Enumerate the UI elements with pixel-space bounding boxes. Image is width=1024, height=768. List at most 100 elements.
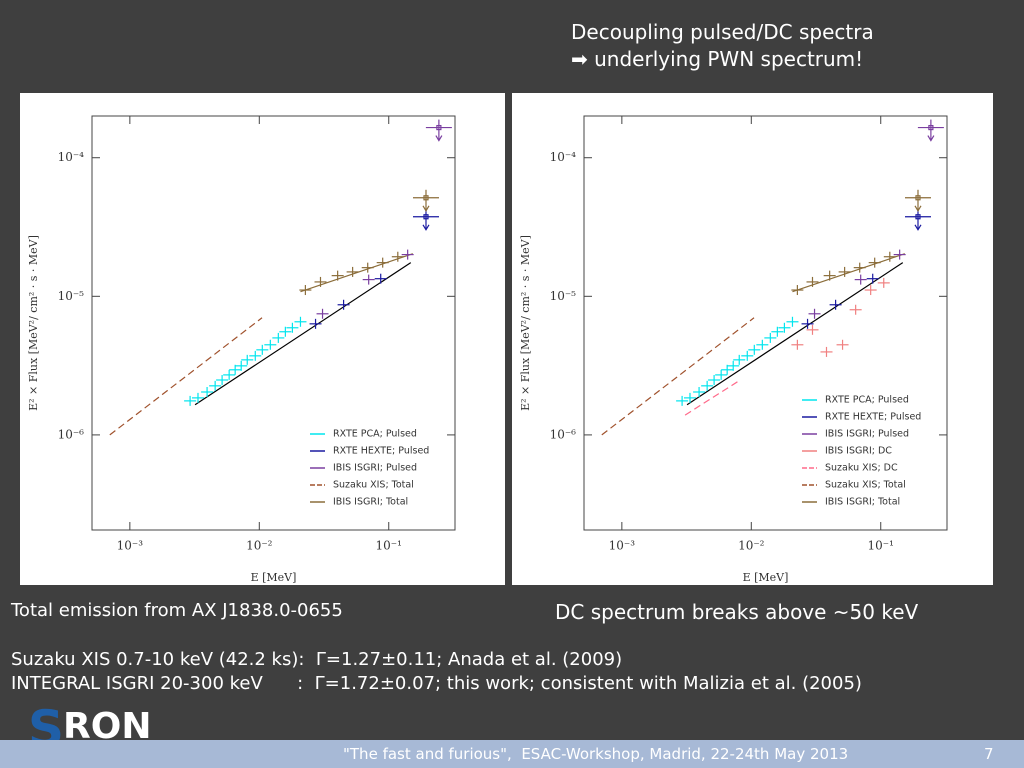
legend-label: IBIS ISGRI; Total [333,497,408,508]
model-line [601,317,755,436]
data-point [917,119,944,142]
legend-label: IBIS ISGRI; Total [825,497,900,508]
caption: DC spectrum breaks above ~50 keV [555,600,919,624]
data-point [721,364,734,375]
data-point [229,364,242,375]
data-point [676,395,689,406]
data-point [786,316,799,327]
data-point [806,324,819,335]
data-point [764,332,777,343]
caption: Total emission from AX J1838.0-0655 [11,600,343,621]
data-point [331,270,344,281]
data-point [425,119,452,142]
data-point [346,266,359,277]
data-point [223,369,236,380]
data-point [286,322,299,333]
data-point [791,285,804,296]
page-number: 7 [984,745,994,763]
legend-label: RXTE HEXTE; Pulsed [333,446,429,457]
limit-marker [915,195,921,201]
data-point [376,257,389,268]
legend-label: IBIS ISGRI; Pulsed [825,429,909,440]
limit-marker [915,214,921,220]
data-point [820,346,833,357]
data-point [693,386,706,397]
data-point [201,386,214,397]
data-point [778,322,791,333]
data-point [209,380,222,391]
data-point [883,251,896,262]
data-point [733,354,746,365]
data-point [756,339,769,350]
data-point [256,344,269,355]
data-point [249,350,262,361]
data-point [216,374,229,385]
data-point [191,392,204,403]
limit-marker [928,124,934,131]
legend-label: RXTE HEXTE; Pulsed [825,412,921,423]
limit-arrow [914,224,922,231]
data-point [391,251,404,262]
y-tick-label: 10⁻⁶ [550,427,577,441]
data-point [412,208,439,231]
data-point [708,374,721,385]
x-tick-label: 10⁻³ [609,539,636,553]
legend-label: Suzaku XIS; DC [825,463,898,474]
data-point [823,270,836,281]
legend-label: RXTE PCA; Pulsed [333,429,417,440]
data-point [184,395,197,406]
limit-arrow [422,224,430,231]
footer-text: "The fast and furious", ESAC-Workshop, M… [343,745,849,763]
y-axis-label: E² × Flux [MeV²/ cm² · s · MeV] [519,235,532,411]
data-point [748,344,761,355]
header-line: ➡ underlying PWN spectrum! [571,47,864,71]
x-axis-label: E [MeV] [743,571,789,584]
y-tick-label: 10⁻⁴ [58,150,85,164]
chart-panel: 10⁻³ 10⁻² 10⁻¹ 10⁻⁶ 10⁻⁵ 10⁻⁴ E [MeV] E² × Flux… [20,93,505,585]
data-point [279,326,292,337]
data-point [904,208,931,231]
x-tick-label: 10⁻¹ [868,539,894,553]
data-point [314,276,327,287]
x-tick-label: 10⁻³ [117,539,144,553]
data-point [362,274,375,285]
legend-label: IBIS ISGRI; DC [825,446,892,457]
data-point [791,339,804,350]
data-point [701,380,714,391]
data-point [893,249,906,260]
limit-arrow [422,205,430,212]
data-point [806,276,819,287]
data-point [808,308,821,319]
data-point [904,189,931,212]
footer-bar: "The fast and furious", ESAC-Workshop, M… [0,740,1024,768]
data-point [849,304,862,315]
data-point [337,299,350,310]
note-line: Suzaku XIS 0.7-10 keV (42.2 ks): Γ=1.27±… [11,649,623,670]
legend-label: RXTE PCA; Pulsed [825,395,909,406]
data-point [241,354,254,365]
data-point [412,189,439,212]
note-line: INTEGRAL ISGRI 20-300 keV : Γ=1.72±0.07;… [11,673,862,694]
data-point [299,285,312,296]
chart-panel: 10⁻³ 10⁻² 10⁻¹ 10⁻⁶ 10⁻⁵ 10⁻⁴ E [MeV] E² × Flux… [512,93,993,585]
legend-label: Suzaku XIS; Total [825,480,906,491]
data-point [864,285,877,296]
model-line [109,317,263,436]
legend-label: IBIS ISGRI; Pulsed [333,463,417,474]
data-point [838,266,851,277]
data-point [272,332,285,343]
y-axis-label: E² × Flux [MeV²/ cm² · s · MeV] [27,235,40,411]
y-tick-label: 10⁻⁶ [58,427,85,441]
data-point [727,360,740,371]
data-point [801,318,814,329]
data-point [401,249,414,260]
fit-line [194,262,412,406]
plot-frame [91,115,456,531]
data-point [854,274,867,285]
data-point [309,318,322,329]
data-point [264,339,277,350]
fit-line [300,253,414,293]
fit-line [792,253,906,293]
data-point [741,350,754,361]
